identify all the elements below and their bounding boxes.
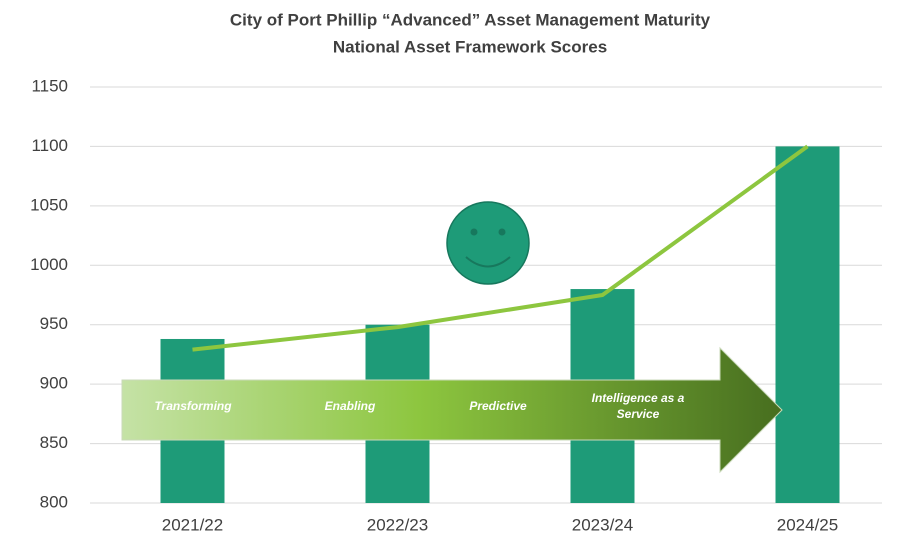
arrow-label: Transforming <box>154 399 232 413</box>
y-tick-label: 800 <box>40 492 68 511</box>
y-tick-label: 1150 <box>31 76 68 95</box>
y-tick-label: 950 <box>40 314 68 333</box>
chart-title: City of Port Phillip “Advanced” Asset Ma… <box>230 10 711 29</box>
smiley-mouth <box>465 256 511 268</box>
chart-subtitle: National Asset Framework Scores <box>333 37 607 56</box>
overlay: Transforming Enabling Predictive Intelligen… <box>121 144 809 474</box>
y-tick-label: 1000 <box>30 255 68 274</box>
line <box>192 144 809 352</box>
progress-arrow <box>121 346 783 474</box>
x-tick-label: 2023/24 <box>572 515 633 534</box>
smiley-eye <box>498 228 506 236</box>
x-tick-label: 2021/22 <box>162 515 223 534</box>
bar <box>775 146 840 503</box>
smiley-eye <box>470 228 478 236</box>
y-tick-label: 1050 <box>30 195 68 214</box>
smiley-face <box>446 201 530 285</box>
grid: 800 850 900 950 1000 1050 1100 1150 2021/22 2022/… <box>30 76 882 534</box>
arrow-label: Enabling <box>325 399 376 413</box>
x-tick-label: 2024/25 <box>777 515 838 534</box>
x-tick-label: 2022/23 <box>367 515 428 534</box>
y-tick-label: 850 <box>40 433 68 452</box>
smiley <box>446 201 530 285</box>
arrow-label: Intelligence as a Service <box>592 391 685 421</box>
arrow-label: Predictive <box>469 399 527 413</box>
y-tick-label: 1100 <box>31 136 68 155</box>
y-tick-label: 900 <box>40 374 68 393</box>
